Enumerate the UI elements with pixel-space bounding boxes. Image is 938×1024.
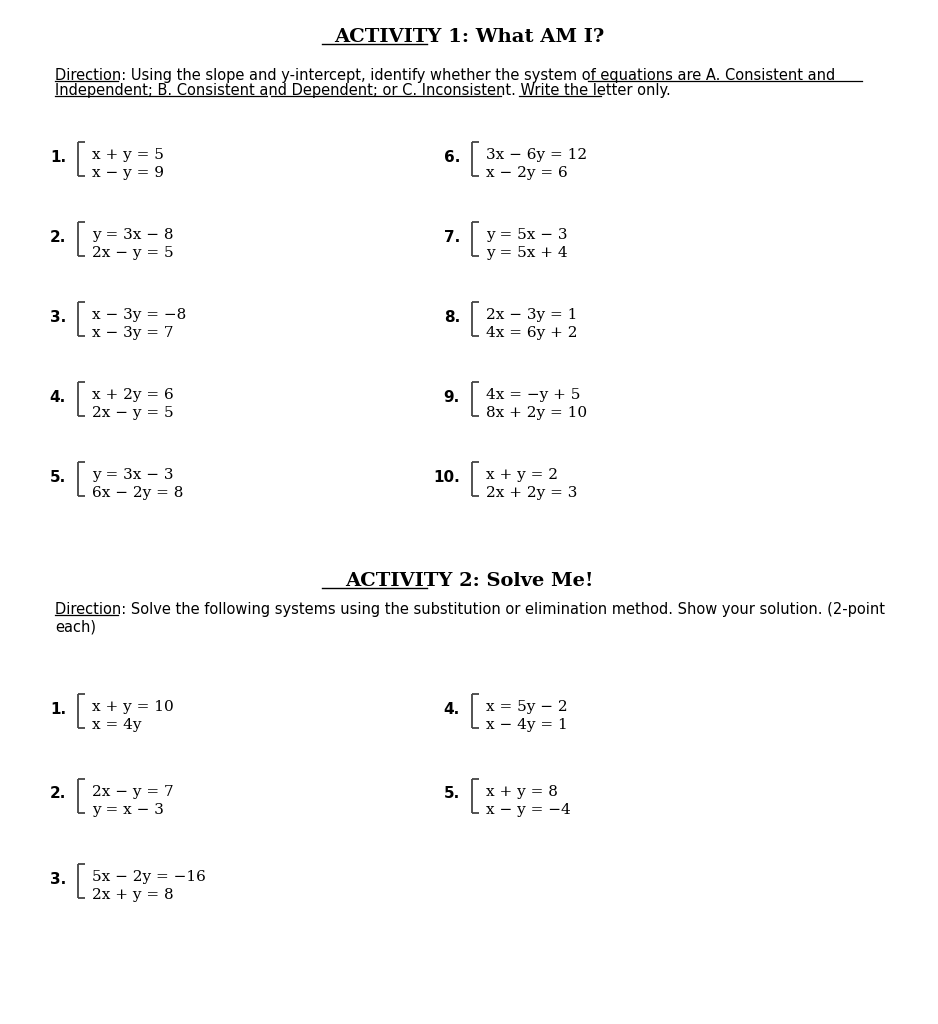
Text: y = 5x − 3: y = 5x − 3 [486, 228, 567, 242]
Text: x − 2y = 6: x − 2y = 6 [486, 166, 567, 180]
Text: 2x − y = 7: 2x − y = 7 [92, 785, 174, 799]
Text: 2.: 2. [50, 786, 66, 802]
Text: 3.: 3. [50, 309, 66, 325]
Text: 2x − 3y = 1: 2x − 3y = 1 [486, 308, 578, 322]
Text: y = 3x − 3: y = 3x − 3 [92, 468, 174, 482]
Text: 7.: 7. [444, 229, 460, 245]
Text: x − 3y = −8: x − 3y = −8 [92, 308, 187, 322]
Text: 6.: 6. [444, 150, 460, 165]
Text: 9.: 9. [444, 389, 460, 404]
Text: 2x − y = 5: 2x − y = 5 [92, 406, 174, 420]
Text: 2x + 2y = 3: 2x + 2y = 3 [486, 486, 578, 500]
Text: 1.: 1. [50, 150, 66, 165]
Text: Independent; B. Consistent and Dependent; or C. Inconsistent. Write the letter o: Independent; B. Consistent and Dependent… [55, 83, 671, 98]
Text: 5.: 5. [50, 469, 66, 484]
Text: ACTIVITY 2: Solve Me!: ACTIVITY 2: Solve Me! [345, 572, 593, 590]
Text: y = 5x + 4: y = 5x + 4 [486, 246, 567, 260]
Text: Direction: Using the slope and y-intercept, identify whether the system of equat: Direction: Using the slope and y-interce… [55, 68, 835, 83]
Text: 5x − 2y = −16: 5x − 2y = −16 [92, 870, 205, 884]
Text: 10.: 10. [433, 469, 460, 484]
Text: x = 5y − 2: x = 5y − 2 [486, 700, 567, 714]
Text: Direction: Solve the following systems using the substitution or elimination met: Direction: Solve the following systems u… [55, 602, 885, 635]
Text: 3.: 3. [50, 871, 66, 887]
Text: 2.: 2. [50, 229, 66, 245]
Text: 4x = −y + 5: 4x = −y + 5 [486, 388, 581, 402]
Text: x = 4y: x = 4y [92, 718, 142, 732]
Text: 2x + y = 8: 2x + y = 8 [92, 888, 174, 902]
Text: y = 3x − 8: y = 3x − 8 [92, 228, 174, 242]
Text: x + y = 5: x + y = 5 [92, 148, 164, 162]
Text: y = x − 3: y = x − 3 [92, 803, 164, 817]
Text: x − y = 9: x − y = 9 [92, 166, 164, 180]
Text: x + y = 2: x + y = 2 [486, 468, 558, 482]
Text: 5.: 5. [444, 786, 460, 802]
Text: x − y = −4: x − y = −4 [486, 803, 570, 817]
Text: x − 4y = 1: x − 4y = 1 [486, 718, 567, 732]
Text: x + y = 8: x + y = 8 [486, 785, 558, 799]
Text: 8.: 8. [444, 309, 460, 325]
Text: 8x + 2y = 10: 8x + 2y = 10 [486, 406, 587, 420]
Text: 6x − 2y = 8: 6x − 2y = 8 [92, 486, 183, 500]
Text: 4.: 4. [444, 701, 460, 717]
Text: 4x = 6y + 2: 4x = 6y + 2 [486, 326, 578, 340]
Text: x + 2y = 6: x + 2y = 6 [92, 388, 174, 402]
Text: ACTIVITY 1: What AM I?: ACTIVITY 1: What AM I? [334, 28, 604, 46]
Text: 1.: 1. [50, 701, 66, 717]
Text: 3x − 6y = 12: 3x − 6y = 12 [486, 148, 587, 162]
Text: 2x − y = 5: 2x − y = 5 [92, 246, 174, 260]
Text: 4.: 4. [50, 389, 66, 404]
Text: x − 3y = 7: x − 3y = 7 [92, 326, 174, 340]
Text: x + y = 10: x + y = 10 [92, 700, 174, 714]
